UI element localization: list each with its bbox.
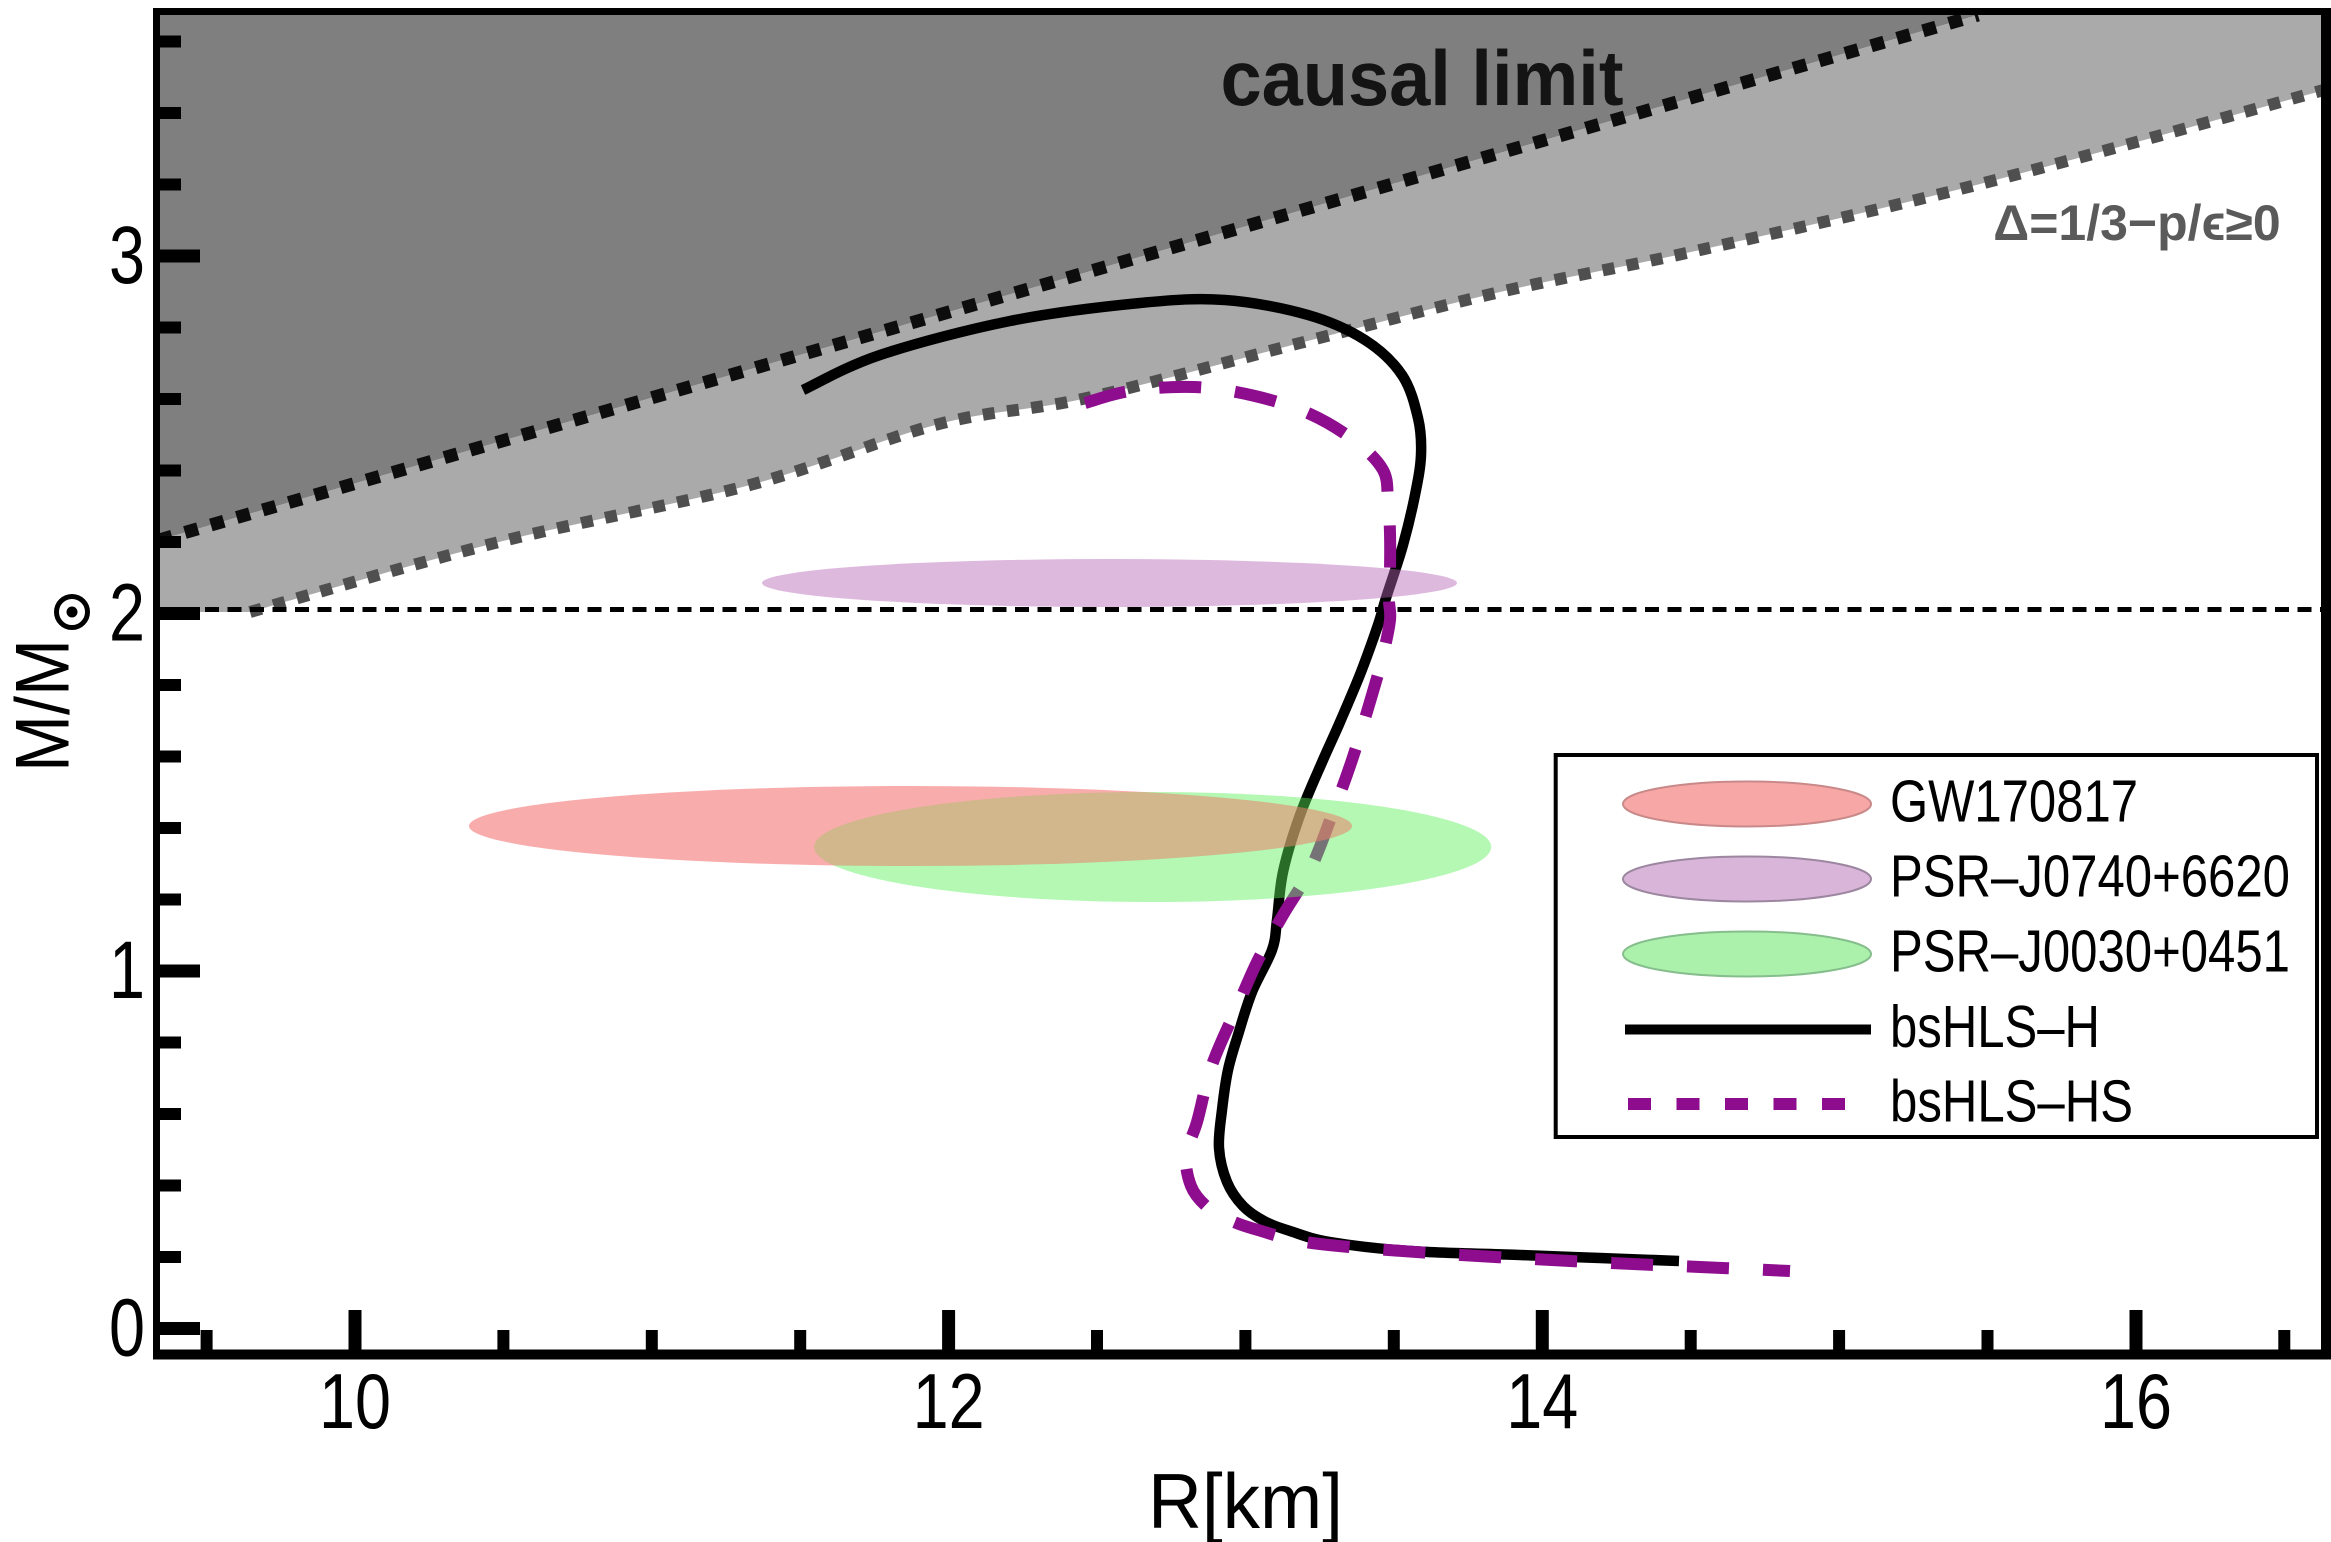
- svg-text:bsHLS–H: bsHLS–H: [1890, 994, 2100, 1060]
- svg-text:bsHLS–HS: bsHLS–HS: [1890, 1069, 2133, 1135]
- svg-text:16: 16: [2100, 1357, 2172, 1445]
- svg-text:12: 12: [913, 1357, 985, 1445]
- svg-text:10: 10: [319, 1357, 391, 1445]
- svg-text:2: 2: [109, 568, 145, 659]
- svg-text:causal limit: causal limit: [1221, 34, 1624, 122]
- svg-text:R[km]: R[km]: [1148, 1457, 1343, 1542]
- svg-text:1: 1: [109, 925, 145, 1016]
- svg-text:3: 3: [109, 210, 145, 301]
- svg-text:Δ=1/3−p/ϵ≥0: Δ=1/3−p/ϵ≥0: [1993, 195, 2280, 251]
- svg-text:GW170817: GW170817: [1890, 769, 2138, 835]
- svg-text:PSR–J0740+6620: PSR–J0740+6620: [1890, 844, 2290, 910]
- svg-text:14: 14: [1506, 1357, 1578, 1445]
- svg-text:0: 0: [109, 1283, 145, 1374]
- svg-text:PSR–J0030+0451: PSR–J0030+0451: [1890, 919, 2290, 985]
- svg-text:M/M: M/M: [1, 639, 86, 772]
